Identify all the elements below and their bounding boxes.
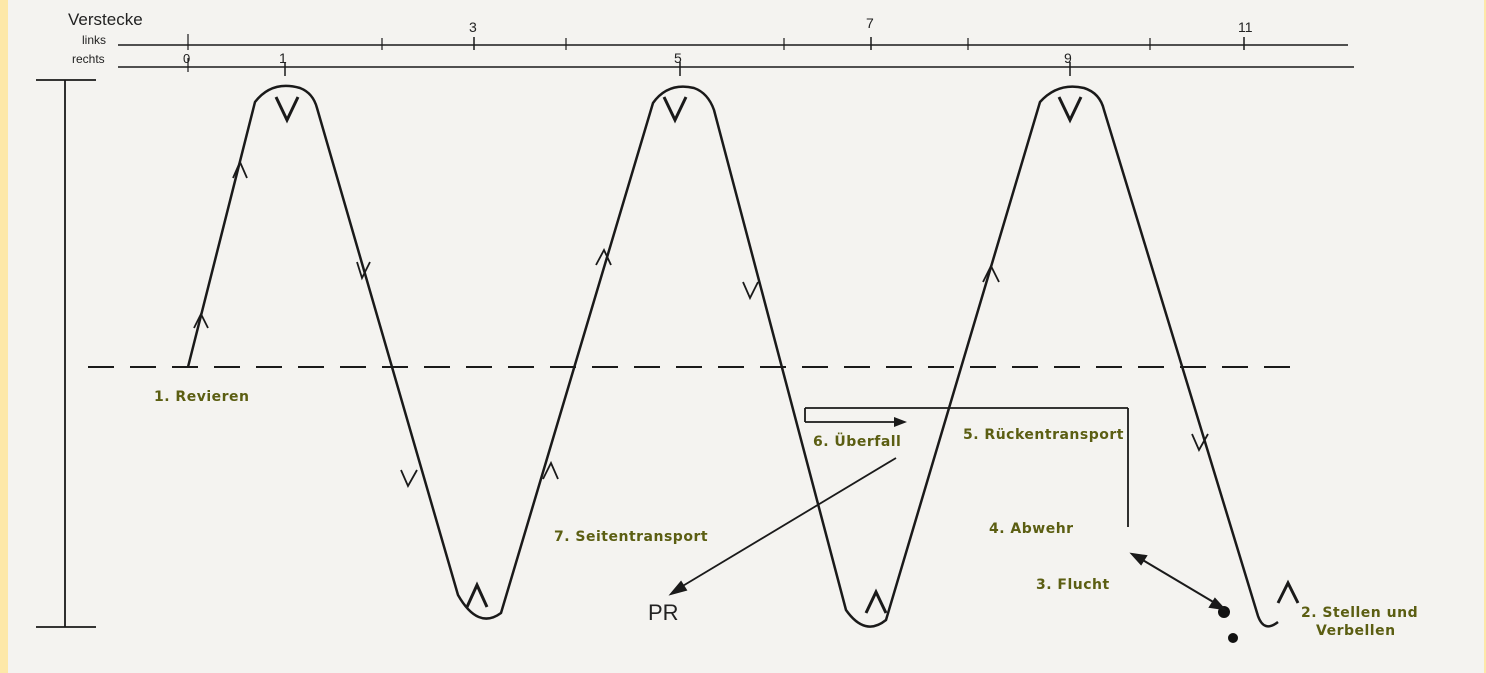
dog-position-dot [1228, 633, 1238, 643]
hiding-place-number: 9 [1064, 50, 1072, 66]
label-abwehr: 4. Abwehr [989, 521, 1074, 537]
flight-arrow [1129, 552, 1227, 611]
hiding-place-number: 11 [1238, 19, 1253, 35]
path-direction-arrows [193, 159, 1209, 489]
diagram-frame: Verstecke links rechts 3 7 11 0 1 5 9 [8, 0, 1484, 673]
hiding-place-number: 3 [469, 19, 477, 35]
turn-marker-top [1057, 96, 1083, 124]
turn-markers [274, 96, 1300, 614]
label-revieren: 1. Revieren [154, 389, 250, 405]
label-verbellen: Verbellen [1316, 623, 1396, 639]
turn-marker-bottom [1276, 579, 1300, 604]
attack-arrowhead [894, 417, 907, 427]
label-stellen-und: 2. Stellen und [1301, 605, 1418, 621]
side-transport-arrow [668, 457, 897, 596]
scale-title: Verstecke [68, 10, 143, 29]
label-ueberfall: 6. Überfall [813, 432, 901, 450]
label-rueckentransport: 5. Rückentransport [963, 427, 1124, 443]
revier-diagram: Verstecke links rechts 3 7 11 0 1 5 9 [36, 10, 1418, 643]
search-path [186, 84, 1279, 628]
label-pr: PR [648, 600, 679, 625]
label-seitentransport: 7. Seitentransport [554, 529, 708, 545]
scale-row-label-links: links [82, 33, 106, 47]
turn-marker-top [274, 96, 300, 124]
hiding-place-number: 1 [279, 50, 287, 66]
scale-row-label-rechts: rechts [72, 52, 105, 66]
hiding-place-number: 7 [866, 15, 874, 31]
hiding-place-number: 5 [674, 50, 682, 66]
label-flucht: 3. Flucht [1036, 577, 1110, 593]
hiding-places-scale [118, 34, 1354, 76]
turn-marker-bottom [465, 581, 489, 608]
hiding-place-number: 0 [183, 51, 190, 66]
turn-marker-top [662, 96, 688, 124]
field-length-bracket [36, 79, 96, 628]
back-transport-route [804, 407, 1129, 527]
turn-marker-bottom [864, 588, 888, 614]
